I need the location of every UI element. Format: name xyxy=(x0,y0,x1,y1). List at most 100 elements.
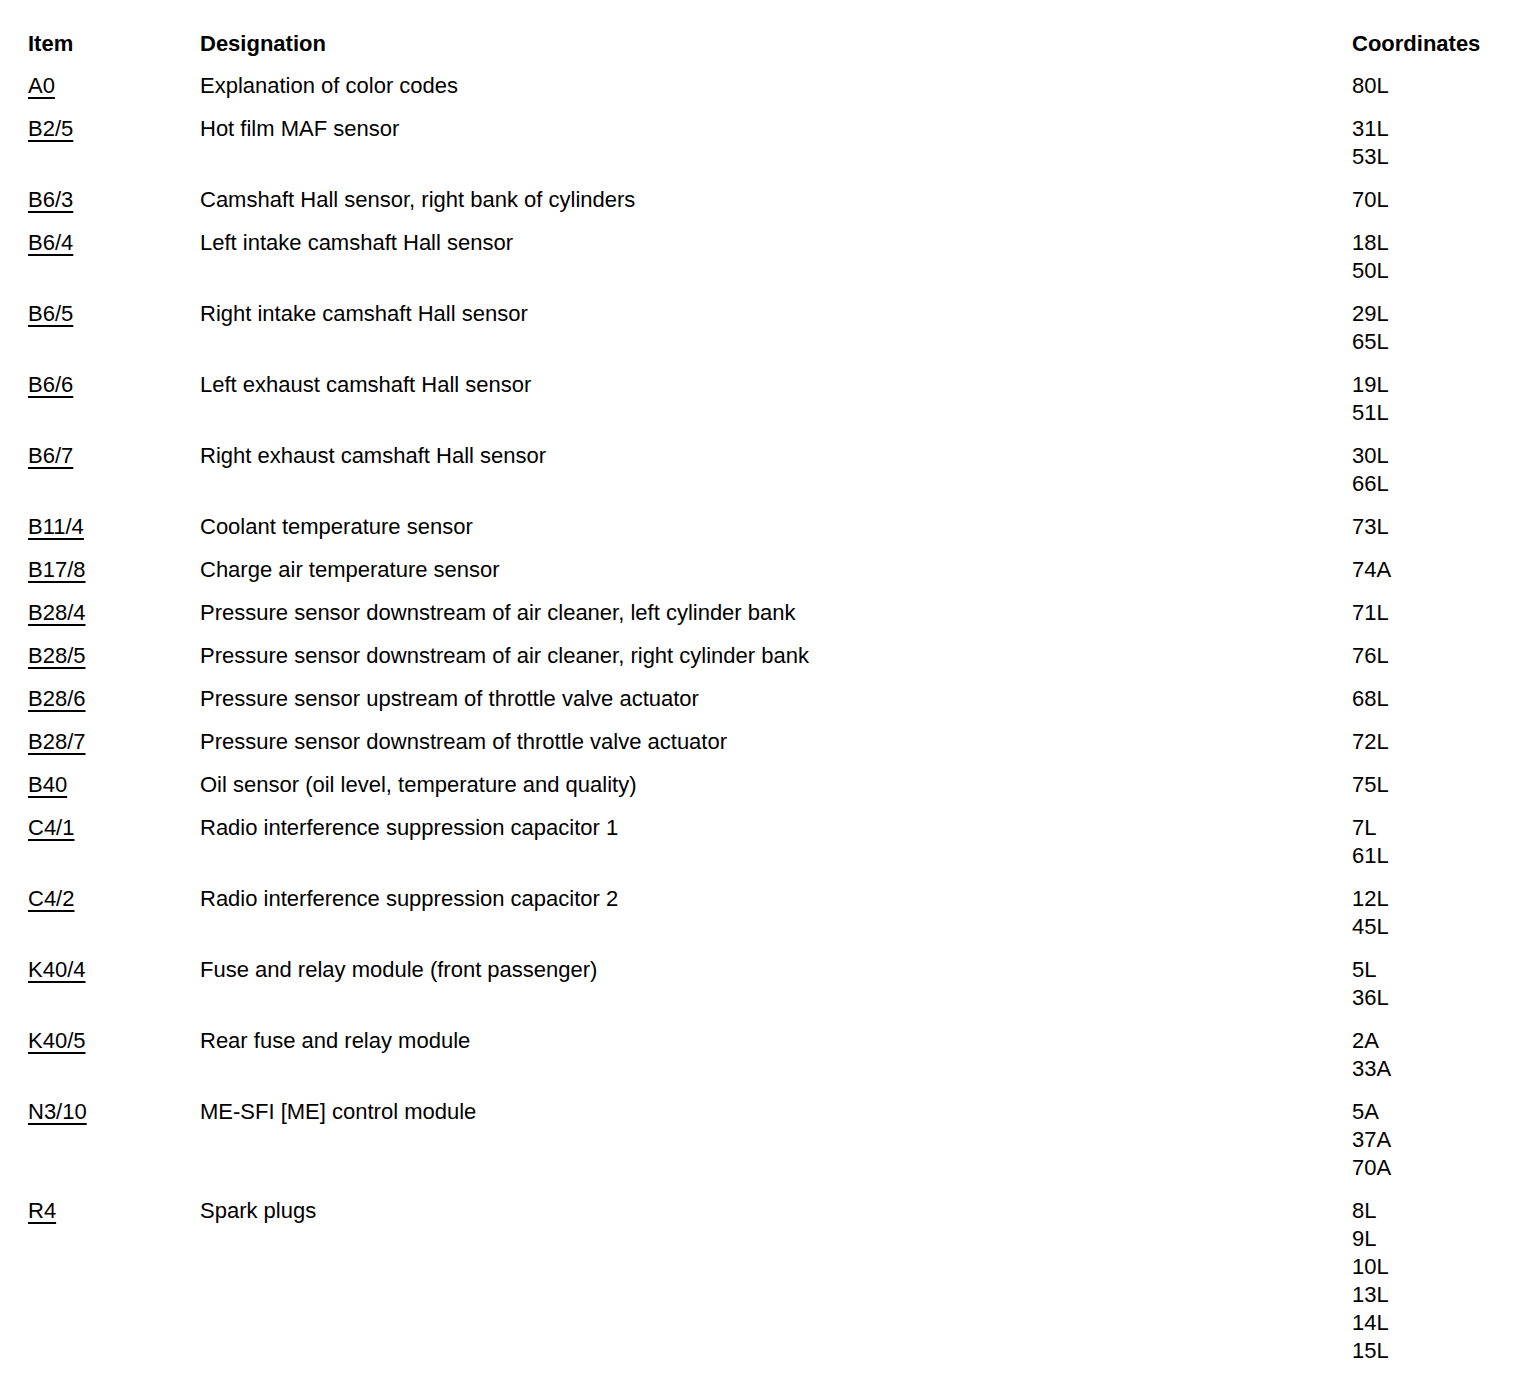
item-code-link[interactable]: B40 xyxy=(28,772,67,797)
coordinates-list: 75L xyxy=(1352,771,1389,799)
designation-text: ME-SFI [ME] control module xyxy=(200,1098,1352,1126)
table-row: B28/6 Pressure sensor upstream of thrott… xyxy=(28,685,1506,713)
coordinate-value: 74A xyxy=(1352,556,1391,584)
coordinate-value: 18L xyxy=(1352,229,1389,257)
item-cell: K40/5 xyxy=(28,1027,200,1055)
item-cell: B6/4 xyxy=(28,229,200,257)
coordinates-list: 73L xyxy=(1352,513,1389,541)
item-code-link[interactable]: C4/1 xyxy=(28,815,74,840)
item-cell: B17/8 xyxy=(28,556,200,584)
item-code-link[interactable]: K40/4 xyxy=(28,957,86,982)
item-code-link[interactable]: A0 xyxy=(28,73,55,98)
item-code-link[interactable]: B6/5 xyxy=(28,301,73,326)
designation-text: Right intake camshaft Hall sensor xyxy=(200,300,1352,328)
item-code-link[interactable]: B11/4 xyxy=(28,514,84,539)
item-code-link[interactable]: B6/4 xyxy=(28,230,73,255)
item-code-link[interactable]: N3/10 xyxy=(28,1099,87,1124)
coordinate-value: 53L xyxy=(1352,143,1389,171)
coordinate-value: 15L xyxy=(1352,1337,1389,1365)
item-cell: B40 xyxy=(28,771,200,799)
item-cell: B11/4 xyxy=(28,513,200,541)
coordinates-list: 31L53L xyxy=(1352,115,1389,171)
table-row: B40 Oil sensor (oil level, temperature a… xyxy=(28,771,1506,799)
designation-text: Radio interference suppression capacitor… xyxy=(200,885,1352,913)
coordinate-value: 10L xyxy=(1352,1253,1389,1281)
coordinate-value: 66L xyxy=(1352,470,1389,498)
item-code-link[interactable]: B6/6 xyxy=(28,372,73,397)
coordinate-value: 68L xyxy=(1352,685,1389,713)
item-code-link[interactable]: C4/2 xyxy=(28,886,74,911)
coordinates-list: 71L xyxy=(1352,599,1389,627)
item-code-link[interactable]: B28/5 xyxy=(28,643,86,668)
item-code-link[interactable]: B6/3 xyxy=(28,187,73,212)
coordinate-value: 31L xyxy=(1352,115,1389,143)
table-row: B11/4 Coolant temperature sensor 73L xyxy=(28,513,1506,541)
component-legend-page: Item Designation Coordinates A0 Explanat… xyxy=(0,0,1536,1365)
coordinates-list: 18L50L xyxy=(1352,229,1389,285)
designation-text: Pressure sensor downstream of air cleane… xyxy=(200,599,1352,627)
coordinate-value: 70A xyxy=(1352,1154,1391,1182)
item-cell: R4 xyxy=(28,1197,200,1225)
coordinate-value: 13L xyxy=(1352,1281,1389,1309)
coordinate-value: 29L xyxy=(1352,300,1389,328)
item-code-link[interactable]: B2/5 xyxy=(28,116,73,141)
coordinate-value: 71L xyxy=(1352,599,1389,627)
item-code-link[interactable]: B28/7 xyxy=(28,729,86,754)
table-row: B6/6 Left exhaust camshaft Hall sensor 1… xyxy=(28,371,1506,427)
coordinate-value: 37A xyxy=(1352,1126,1391,1154)
table-row: N3/10 ME-SFI [ME] control module 5A37A70… xyxy=(28,1098,1506,1182)
coordinates-list: 29L65L xyxy=(1352,300,1389,356)
designation-text: Pressure sensor downstream of air cleane… xyxy=(200,642,1352,670)
coordinates-list: 70L xyxy=(1352,186,1389,214)
coordinates-list: 76L xyxy=(1352,642,1389,670)
item-cell: C4/2 xyxy=(28,885,200,913)
item-code-link[interactable]: K40/5 xyxy=(28,1028,86,1053)
item-code-link[interactable]: B28/6 xyxy=(28,686,86,711)
coordinate-value: 19L xyxy=(1352,371,1389,399)
coordinate-value: 70L xyxy=(1352,186,1389,214)
coordinate-value: 33A xyxy=(1352,1055,1391,1083)
item-code-link[interactable]: R4 xyxy=(28,1198,56,1223)
item-cell: N3/10 xyxy=(28,1098,200,1126)
designation-text: Oil sensor (oil level, temperature and q… xyxy=(200,771,1352,799)
coordinate-value: 61L xyxy=(1352,842,1389,870)
coordinates-list: 74A xyxy=(1352,556,1391,584)
item-cell: B6/7 xyxy=(28,442,200,470)
coordinate-value: 36L xyxy=(1352,984,1389,1012)
coordinates-list: 72L xyxy=(1352,728,1389,756)
table-row: B28/7 Pressure sensor downstream of thro… xyxy=(28,728,1506,756)
coordinate-value: 5L xyxy=(1352,956,1389,984)
coordinate-value: 8L xyxy=(1352,1197,1389,1225)
item-code-link[interactable]: B6/7 xyxy=(28,443,73,468)
designation-text: Hot film MAF sensor xyxy=(200,115,1352,143)
item-cell: B6/6 xyxy=(28,371,200,399)
item-cell: B28/6 xyxy=(28,685,200,713)
table-row: B6/3 Camshaft Hall sensor, right bank of… xyxy=(28,186,1506,214)
header-designation: Designation xyxy=(200,30,1352,58)
table-body: A0 Explanation of color codes 80L B2/5 H… xyxy=(28,72,1506,1365)
item-cell: B6/5 xyxy=(28,300,200,328)
table-row: B6/5 Right intake camshaft Hall sensor 2… xyxy=(28,300,1506,356)
coordinates-list: 12L45L xyxy=(1352,885,1389,941)
item-cell: A0 xyxy=(28,72,200,100)
table-row: B6/7 Right exhaust camshaft Hall sensor … xyxy=(28,442,1506,498)
table-row: B28/5 Pressure sensor downstream of air … xyxy=(28,642,1506,670)
item-cell: K40/4 xyxy=(28,956,200,984)
item-cell: B28/7 xyxy=(28,728,200,756)
coordinate-value: 5A xyxy=(1352,1098,1391,1126)
item-code-link[interactable]: B28/4 xyxy=(28,600,86,625)
coordinate-value: 14L xyxy=(1352,1309,1389,1337)
designation-text: Camshaft Hall sensor, right bank of cyli… xyxy=(200,186,1352,214)
table-row: K40/5 Rear fuse and relay module 2A33A xyxy=(28,1027,1506,1083)
coordinates-list: 8L9L10L13L14L15L xyxy=(1352,1197,1389,1365)
designation-text: Explanation of color codes xyxy=(200,72,1352,100)
item-code-link[interactable]: B17/8 xyxy=(28,557,86,582)
table-row: K40/4 Fuse and relay module (front passe… xyxy=(28,956,1506,1012)
designation-text: Rear fuse and relay module xyxy=(200,1027,1352,1055)
coordinates-list: 68L xyxy=(1352,685,1389,713)
coordinates-list: 5A37A70A xyxy=(1352,1098,1391,1182)
table-row: B17/8 Charge air temperature sensor 74A xyxy=(28,556,1506,584)
designation-text: Spark plugs xyxy=(200,1197,1352,1225)
coordinates-list: 19L51L xyxy=(1352,371,1389,427)
item-cell: B28/5 xyxy=(28,642,200,670)
